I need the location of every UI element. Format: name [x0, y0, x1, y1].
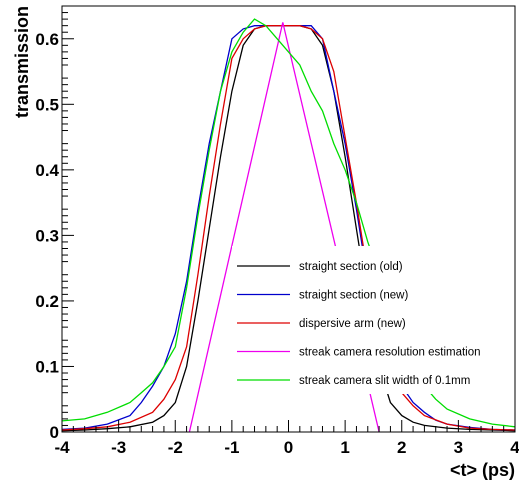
- y-axis-title: transmission: [12, 6, 32, 118]
- series-layer: [61, 18, 516, 433]
- x-tick-label-3: -1: [224, 438, 239, 457]
- legend-label-0: straight section (old): [299, 261, 403, 273]
- x-tick-label-4: 0: [284, 438, 293, 457]
- y-tick-label-1: 0.1: [35, 357, 59, 376]
- axes: -4 -3 -2 -1 0 1 2 3 4 0 0.1 0.2 0.3 0.4 0.5 0.6: [35, 12, 519, 457]
- y-tick-label-3: 0.3: [35, 226, 59, 245]
- y-tick-label-5: 0.5: [35, 95, 59, 114]
- legend-box: [232, 246, 516, 394]
- legend-label-1: straight section (new): [299, 290, 408, 302]
- x-tick-label-1: -3: [111, 438, 126, 457]
- x-tick-label-0: -4: [54, 438, 70, 457]
- y-tick-label-6: 0.6: [35, 30, 59, 49]
- y-tick-label-4: 0.4: [35, 161, 59, 180]
- legend: straight section (old) straight section (…: [237, 261, 481, 387]
- legend-label-2: dispersive arm (new): [299, 318, 406, 330]
- x-tick-label-7: 3: [454, 438, 463, 457]
- y-tick-label-2: 0.2: [35, 292, 59, 311]
- x-tick-label-6: 2: [397, 438, 406, 457]
- x-tick-label-8: 4: [510, 438, 519, 457]
- series-line-2: [61, 25, 516, 431]
- legend-label-3: streak camera resolution estimation: [299, 347, 481, 359]
- x-tick-label-5: 1: [340, 438, 349, 457]
- y-tick-label-0: 0: [50, 423, 59, 442]
- x-tick-label-2: -2: [168, 438, 183, 457]
- legend-label-4: streak camera slit width of 0.1mm: [299, 375, 470, 387]
- x-axis-title: <t> (ps): [450, 460, 515, 480]
